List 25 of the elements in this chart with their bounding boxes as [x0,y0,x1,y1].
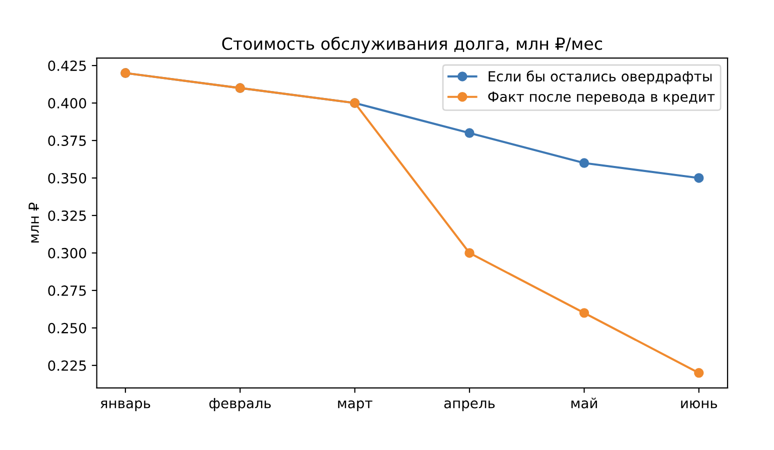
y-tick-label: 0.275 [48,285,86,296]
point [579,308,590,318]
y-tick-label: 0.225 [48,360,86,371]
x-tick-label: апрель [444,400,495,412]
y-tick-label: 0.425 [48,60,86,72]
y-tick-label: 0.300 [48,248,86,258]
chart-title: Стоимость обслуживания долга, млн ₽/мес [222,36,602,54]
y-tick-label: 0.375 [48,135,86,146]
y-tick-label: 0.400 [48,98,86,109]
y-tick-label: 0.350 [48,172,86,184]
x-tick-label: март [338,400,372,412]
x-tick-label: февраль [209,398,271,412]
y-tick-label: 0.325 [48,210,86,221]
point [694,173,704,183]
legend-label: Если бы остались овердрафты [488,70,712,84]
point [579,158,590,168]
point [464,248,474,258]
point [464,128,474,138]
x-tick-label: январь [100,400,150,412]
legend-label: Факт после перевода в кредит [488,92,715,105]
y-tick-label: 0.250 [48,322,86,334]
y-axis-title: млн ₽ [28,202,39,243]
point [694,368,704,378]
x-tick-label: май [571,398,597,408]
x-tick-label: июнь [681,400,718,408]
